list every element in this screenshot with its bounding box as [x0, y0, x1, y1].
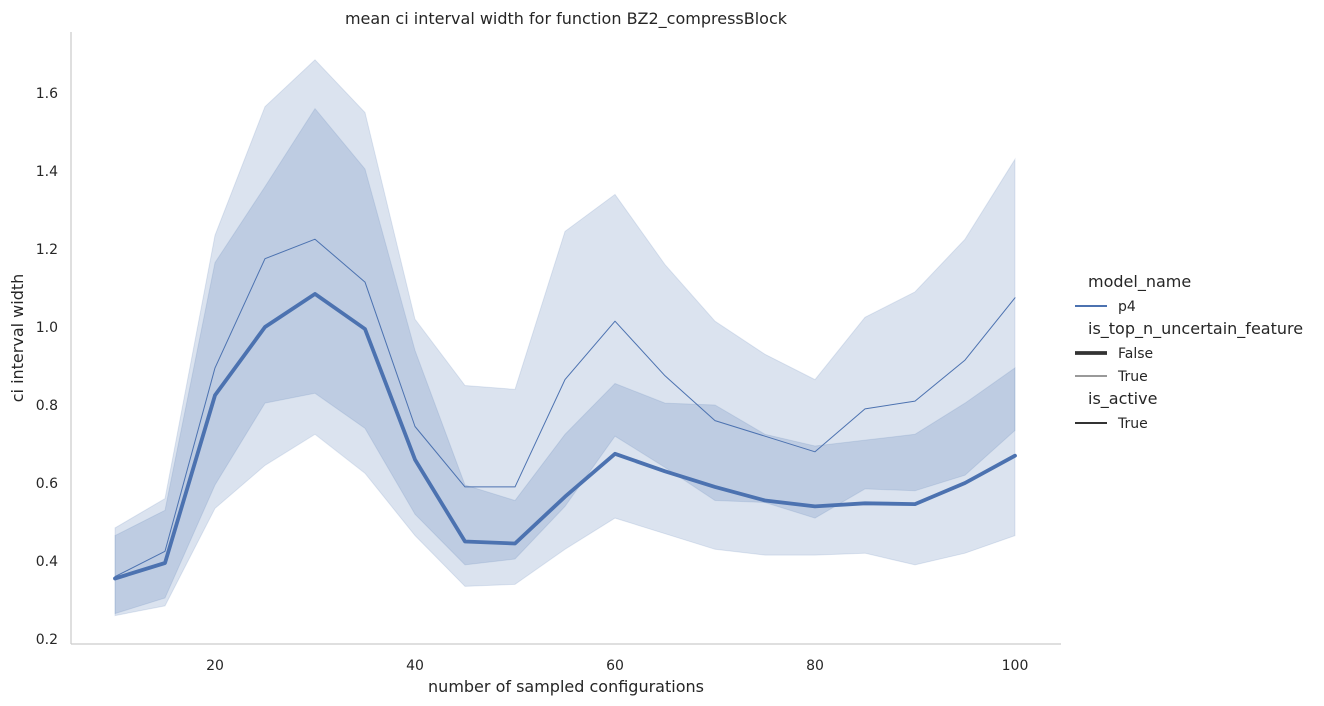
y-tick-labels: 0.2 0.4 0.6 0.8 1.0 1.2 1.4 1.6: [36, 86, 58, 648]
y-tick-label: 0.4: [36, 554, 58, 570]
ci-band-false: [114, 107, 1016, 615]
x-tick-label: 40: [406, 658, 424, 674]
y-tick-label: 1.0: [36, 320, 58, 336]
x-tick-label: 80: [806, 658, 824, 674]
y-tick-label: 0.2: [36, 632, 58, 648]
y-tick-label: 1.6: [36, 86, 58, 102]
x-tick-label: 60: [606, 658, 624, 674]
x-tick-label: 100: [1002, 658, 1029, 674]
legend-entry-label: p4: [1118, 299, 1136, 315]
series-line-false: [113, 291, 1017, 581]
legend-entry-label: False: [1118, 346, 1153, 362]
legend: model_name p4 is_top_n_uncertain_feature Fa…: [1075, 272, 1303, 432]
legend-entry-label: True: [1117, 416, 1148, 432]
ci-bands: [114, 59, 1016, 617]
ci-band-true: [114, 59, 1016, 617]
series-lines: [113, 238, 1017, 581]
x-tick-label: 20: [206, 658, 224, 674]
legend-title: is_top_n_uncertain_feature: [1088, 319, 1303, 339]
y-axis-label: ci interval width: [8, 274, 27, 403]
y-tick-label: 0.8: [36, 398, 58, 414]
series-line-true: [114, 238, 1016, 578]
legend-title: is_active: [1088, 389, 1157, 409]
x-tick-labels: 20 40 60 80 100: [206, 658, 1028, 674]
legend-entry-label: True: [1117, 369, 1148, 385]
y-tick-label: 0.6: [36, 476, 58, 492]
y-tick-label: 1.2: [36, 242, 58, 258]
legend-title: model_name: [1088, 272, 1191, 292]
x-axis-label: number of sampled configurations: [428, 677, 704, 696]
chart-title: mean ci interval width for function BZ2_…: [345, 9, 788, 29]
y-tick-label: 1.4: [36, 164, 58, 180]
